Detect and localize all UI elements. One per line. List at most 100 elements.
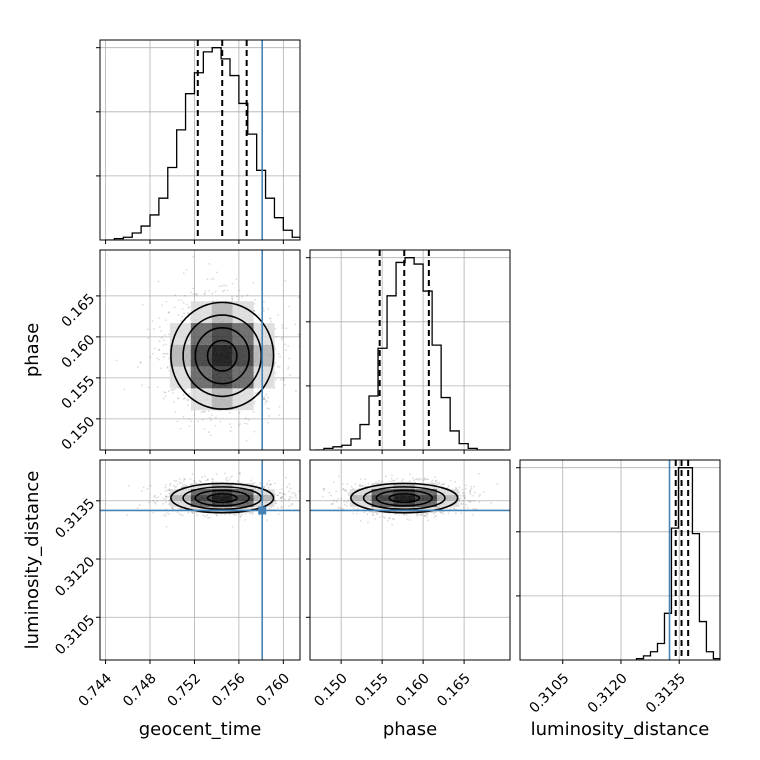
scatter-point <box>449 479 452 482</box>
scatter-point <box>372 513 374 516</box>
scatter-point <box>175 480 178 483</box>
scatter-point <box>321 495 324 498</box>
scatter-point <box>223 284 225 286</box>
scatter-point <box>287 367 289 370</box>
scatter-point <box>282 377 285 380</box>
scatter-point <box>346 482 349 485</box>
scatter-point <box>396 477 399 480</box>
scatter-point <box>285 476 287 479</box>
scatter-point <box>244 512 247 515</box>
density-cell <box>349 495 372 502</box>
density-cell <box>436 501 459 508</box>
scatter-point <box>447 487 450 489</box>
scatter-point <box>214 416 217 419</box>
scatter-point <box>332 481 335 484</box>
scatter-point <box>267 486 270 489</box>
scatter-point <box>180 513 182 516</box>
scatter-point <box>427 519 430 522</box>
scatter-point <box>239 472 242 475</box>
scatter-point <box>363 511 366 514</box>
scatter-point <box>379 481 382 484</box>
contour-level <box>206 493 238 504</box>
scatter-point <box>435 515 438 517</box>
density-cell <box>232 495 254 502</box>
scatter-point <box>158 349 160 352</box>
scatter-point <box>323 488 326 490</box>
scatter-point <box>337 506 340 509</box>
scatter-point <box>434 476 436 479</box>
scatter-point <box>469 490 471 492</box>
scatter-point <box>253 302 256 305</box>
density-cell <box>211 344 233 367</box>
scatter-point <box>165 525 168 528</box>
scatter-point <box>231 298 234 301</box>
density-cell <box>190 366 212 389</box>
scatter-point <box>295 390 297 392</box>
density-cell <box>190 495 212 502</box>
scatter-point <box>426 516 428 518</box>
scatter-point <box>186 399 189 401</box>
scatter-point <box>165 343 168 346</box>
x-tick-label: 0.3120 <box>585 670 631 716</box>
scatter-point <box>191 472 194 475</box>
scatter-point <box>195 292 198 295</box>
scatter-point <box>282 492 285 495</box>
scatter-point <box>388 517 391 520</box>
scatter-point <box>356 507 359 510</box>
scatter-point <box>478 495 480 498</box>
scatter-point <box>182 272 185 275</box>
scatter-point <box>402 513 405 515</box>
scatter-point <box>168 333 170 336</box>
scatter-point <box>173 400 175 403</box>
scatter-point <box>266 407 269 410</box>
scatter-point <box>174 410 177 413</box>
scatter-point <box>463 497 466 500</box>
scatter-point <box>433 516 436 518</box>
scatter-point <box>471 508 474 510</box>
scatter-point <box>293 492 296 495</box>
contour-level <box>375 489 434 507</box>
scatter-point <box>254 487 256 490</box>
scatter-point <box>267 421 269 424</box>
scatter-point <box>356 512 358 515</box>
scatter-point <box>188 305 191 308</box>
density-cell <box>169 489 191 496</box>
scatter-point <box>163 514 165 516</box>
scatter-point <box>475 508 478 511</box>
density-cell <box>253 344 275 367</box>
scatter-point <box>231 295 234 298</box>
scatter-point <box>283 384 286 386</box>
x-tick-label: 0.744 <box>76 670 116 710</box>
scatter-point <box>263 398 266 401</box>
scatter-point <box>359 484 362 487</box>
scatter-point <box>375 481 377 484</box>
scatter-point <box>165 512 168 515</box>
scatter-point <box>192 293 195 295</box>
scatter-point <box>423 478 426 481</box>
scatter-point <box>141 490 143 492</box>
scatter-point <box>209 434 212 436</box>
scatter-point <box>209 419 212 422</box>
scatter-point <box>372 514 375 517</box>
scatter-point <box>459 497 462 500</box>
scatter-point <box>344 488 347 491</box>
scatter-point <box>264 402 267 405</box>
scatter-point <box>415 477 418 480</box>
scatter-point <box>146 487 149 490</box>
scatter-point <box>158 325 161 328</box>
scatter-point <box>204 515 207 518</box>
scatter-point <box>161 304 163 307</box>
scatter-point <box>182 398 185 400</box>
scatter-point <box>426 513 429 516</box>
scatter-point <box>412 479 415 482</box>
scatter-point <box>190 420 193 423</box>
scatter-point <box>204 292 207 295</box>
scatter-point <box>280 500 283 503</box>
scatter-point <box>294 323 297 326</box>
scatter-point <box>409 480 411 483</box>
scatter-point <box>224 478 227 481</box>
scatter-point <box>170 389 173 392</box>
scatter-point <box>202 410 205 413</box>
panel-frame <box>99 459 301 661</box>
scatter-point <box>342 488 345 491</box>
